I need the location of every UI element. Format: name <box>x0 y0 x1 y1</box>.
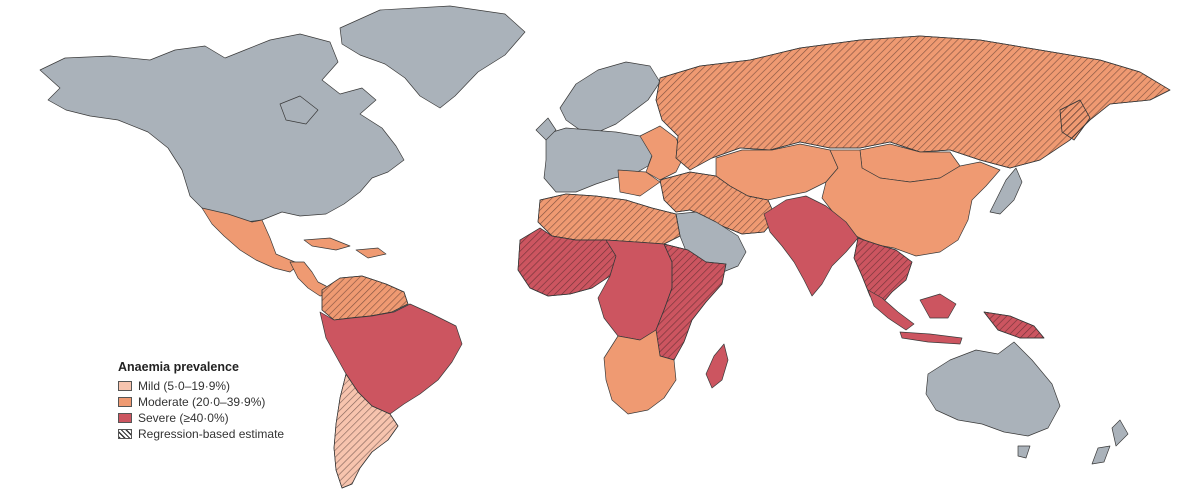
region-west-africa <box>517 227 617 297</box>
region-eastern-europe <box>617 125 685 197</box>
legend-label-moderate: Moderate (20·0–39·9%) <box>138 395 266 409</box>
legend-swatch-severe <box>118 413 132 423</box>
region-southeast-asia <box>853 237 913 307</box>
region-north-america <box>39 33 405 223</box>
region-middle-east <box>659 171 777 235</box>
legend-item-regression: Regression-based estimate <box>118 426 318 442</box>
region-russia <box>655 35 1171 171</box>
map-legend: Anaemia prevalence Mild (5·0–19·9%) Mode… <box>118 360 318 442</box>
legend-item-mild: Mild (5·0–19·9%) <box>118 378 318 394</box>
legend-item-moderate: Moderate (20·0–39·9%) <box>118 394 318 410</box>
region-east-africa <box>655 243 727 361</box>
region-venezuela-colombia <box>321 275 409 321</box>
legend-label-mild: Mild (5·0–19·9%) <box>138 379 231 393</box>
region-indonesia <box>867 289 963 345</box>
legend-item-severe: Severe (≥40·0%) <box>118 410 318 426</box>
legend-swatch-regression <box>118 429 132 439</box>
region-australia <box>925 341 1061 459</box>
legend-swatch-moderate <box>118 397 132 407</box>
region-western-europe <box>535 117 655 193</box>
region-caribbean <box>303 237 387 259</box>
region-south-asia <box>763 195 859 297</box>
legend-label-severe: Severe (≥40·0%) <box>138 411 229 425</box>
region-papua <box>983 311 1045 339</box>
region-southern-africa <box>603 329 677 415</box>
region-new-zealand <box>1091 419 1129 465</box>
legend-label-regression: Regression-based estimate <box>138 427 285 441</box>
region-north-africa <box>537 193 681 245</box>
region-scandinavia <box>559 61 661 133</box>
region-argentina-chile <box>333 373 399 489</box>
legend-title: Anaemia prevalence <box>118 360 239 374</box>
legend-swatch-mild <box>118 381 132 391</box>
region-japan <box>989 167 1023 215</box>
region-greenland <box>339 5 526 109</box>
region-madagascar <box>705 343 729 389</box>
